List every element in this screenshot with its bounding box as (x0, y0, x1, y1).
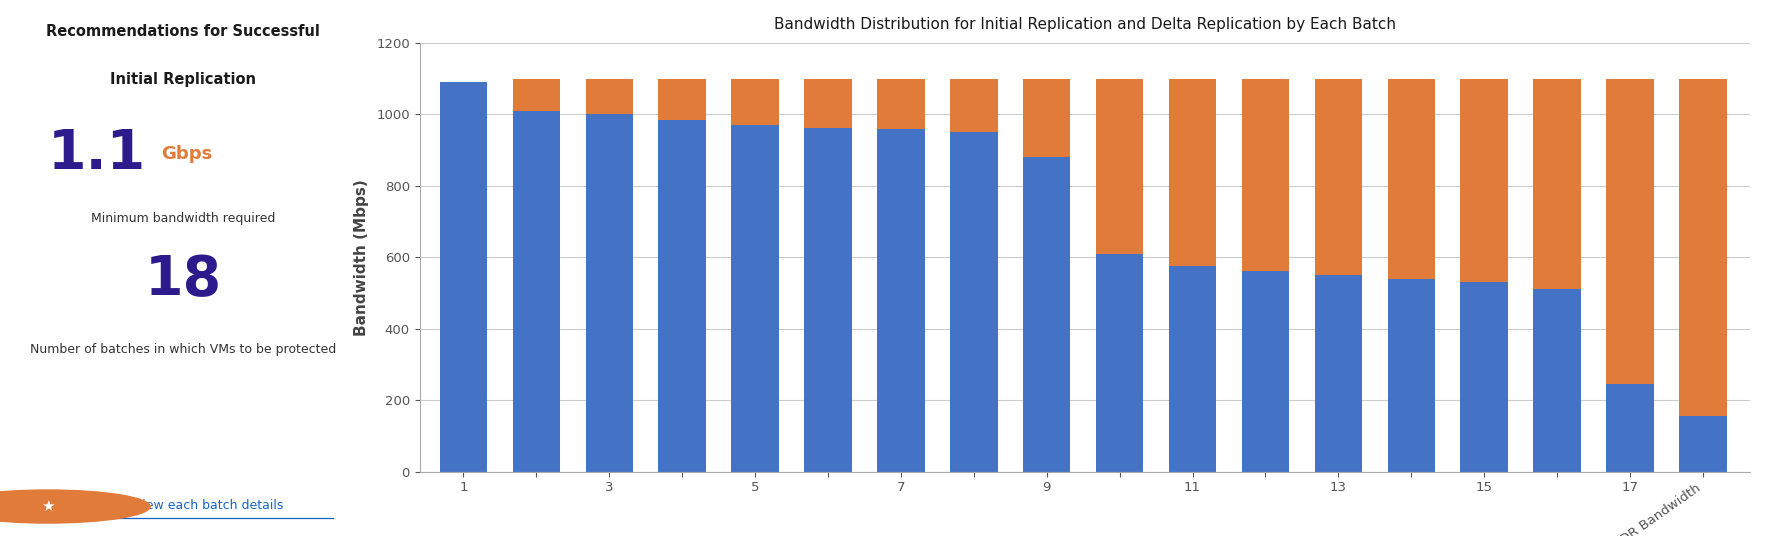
Bar (586, 79, 632, 114)
Bar (1168, 266, 1216, 472)
Bar (732, 125, 779, 472)
Y-axis label: Bandwidth (Mbps): Bandwidth (Mbps) (354, 179, 370, 336)
Bar (1534, 289, 1581, 472)
Bar (1461, 79, 1507, 282)
Text: Minimum bandwidth required: Minimum bandwidth required (91, 212, 275, 225)
Bar (804, 128, 852, 472)
Bar (586, 114, 632, 472)
Bar (1241, 271, 1289, 472)
Text: View each batch details: View each batch details (134, 499, 284, 512)
Bar (950, 132, 998, 472)
Bar (877, 79, 925, 129)
Bar (950, 79, 998, 132)
Bar (659, 120, 705, 472)
Bar (1097, 254, 1143, 472)
Bar (1168, 79, 1216, 266)
Text: Number of batches in which VMs to be protected: Number of batches in which VMs to be pro… (30, 343, 336, 355)
Text: Recommendations for Successful: Recommendations for Successful (46, 24, 320, 39)
Bar (732, 79, 779, 125)
Title: Bandwidth Distribution for Initial Replication and Delta Replication by Each Bat: Bandwidth Distribution for Initial Repli… (773, 17, 1397, 32)
Bar (1534, 79, 1581, 289)
Text: 1.1: 1.1 (48, 128, 146, 181)
Bar (659, 79, 705, 120)
Bar (1679, 416, 1727, 472)
Bar (1314, 79, 1363, 275)
Bar (804, 79, 852, 128)
Bar (1606, 384, 1654, 472)
Bar (439, 82, 488, 472)
Bar (1679, 79, 1727, 416)
Text: ★: ★ (41, 499, 54, 514)
Text: 18: 18 (145, 253, 221, 307)
Bar (1388, 79, 1434, 279)
Bar (1241, 79, 1289, 271)
Bar (1023, 79, 1070, 157)
Bar (513, 79, 561, 111)
Bar (1461, 282, 1507, 472)
Text: Initial Replication: Initial Replication (111, 72, 255, 87)
Circle shape (0, 490, 150, 523)
Bar (1606, 79, 1654, 384)
Bar (877, 129, 925, 472)
Bar (1097, 79, 1143, 254)
Bar (1023, 157, 1070, 472)
Text: Gbps: Gbps (161, 145, 213, 163)
Bar (1388, 279, 1434, 472)
Bar (1314, 275, 1363, 472)
Bar (513, 111, 561, 472)
